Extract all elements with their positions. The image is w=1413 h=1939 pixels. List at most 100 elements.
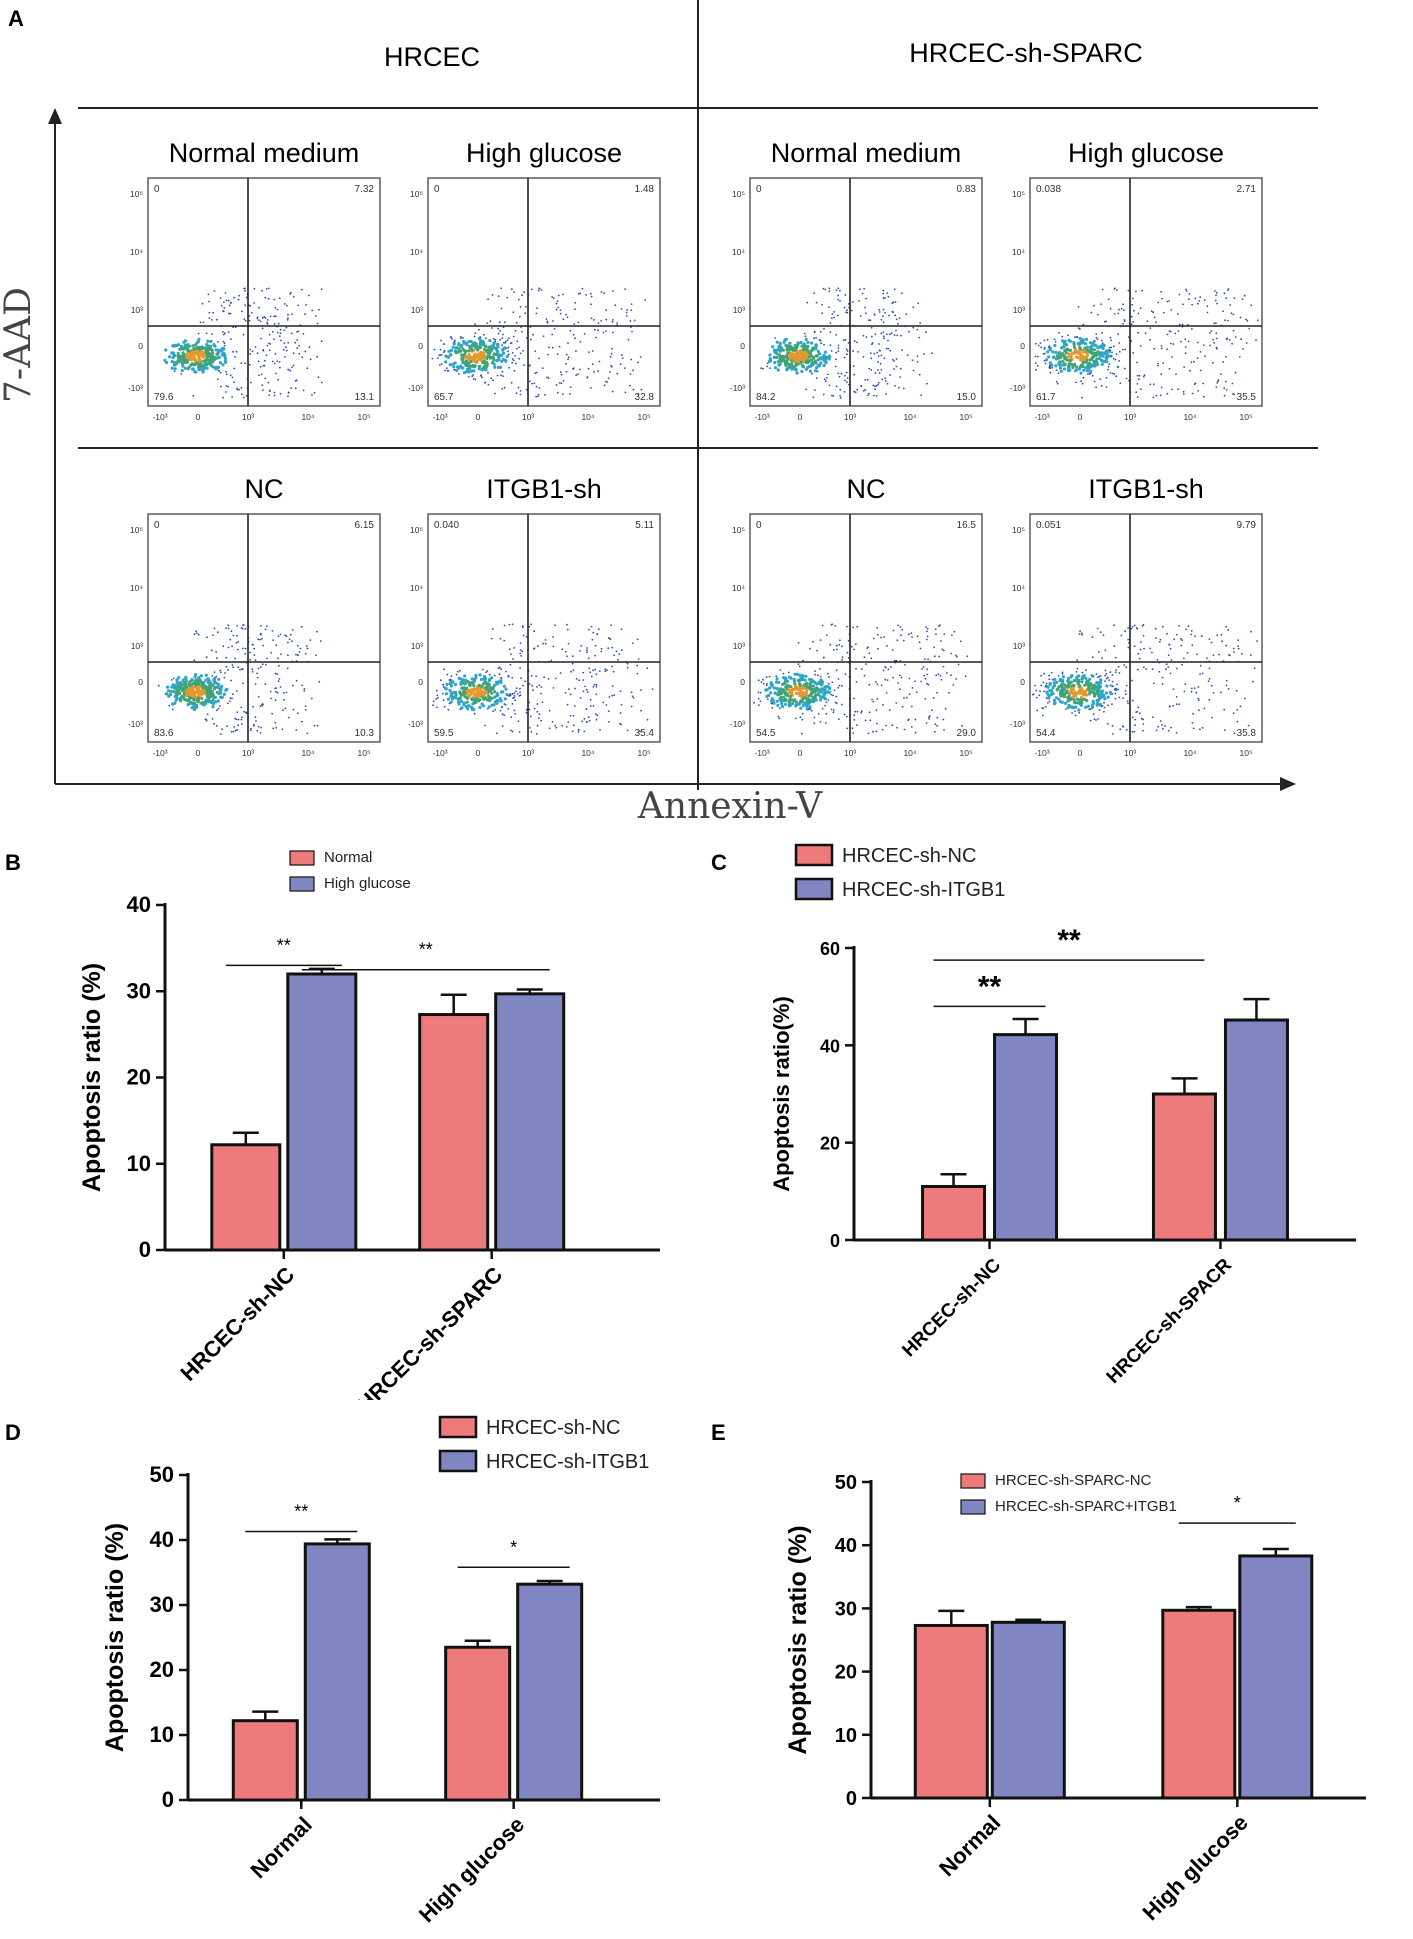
event-dot <box>244 652 247 655</box>
event-dot <box>837 294 840 297</box>
event-dot <box>871 342 874 344</box>
event-dot <box>874 333 877 336</box>
event-dot <box>306 732 309 735</box>
event-dot <box>1237 639 1240 641</box>
event-dot <box>895 329 897 332</box>
event-dot <box>273 394 276 397</box>
event-dot <box>313 724 316 727</box>
event-dot <box>813 722 816 725</box>
event-dot <box>931 352 933 354</box>
event-dot <box>1149 647 1152 650</box>
event-dot <box>222 396 225 399</box>
event-dot <box>835 358 837 361</box>
event-dot <box>1213 341 1216 344</box>
event-dot <box>1161 625 1164 628</box>
event-dot <box>815 337 817 339</box>
event-dot <box>821 624 824 627</box>
event-dot <box>887 668 890 671</box>
event-dot <box>876 351 879 354</box>
event-dot <box>230 630 233 633</box>
event-dot <box>478 698 482 702</box>
event-dot <box>1094 353 1098 357</box>
event-dot <box>910 632 913 635</box>
event-dot <box>1157 362 1159 365</box>
event-dot <box>1072 683 1076 688</box>
event-dot <box>259 666 262 668</box>
event-dot <box>304 313 306 316</box>
event-dot <box>757 679 760 682</box>
event-dot <box>478 352 482 356</box>
event-dot <box>1062 367 1066 371</box>
event-dot <box>191 691 195 695</box>
event-dot <box>443 343 446 345</box>
event-dot <box>232 666 235 669</box>
event-dot <box>498 673 501 676</box>
event-dot <box>275 726 278 729</box>
event-dot <box>886 292 889 295</box>
event-dot <box>1192 360 1195 363</box>
event-dot <box>1142 723 1145 725</box>
event-dot <box>1136 374 1139 377</box>
event-dot <box>201 355 205 359</box>
event-dot <box>240 362 243 365</box>
event-dot <box>287 342 290 344</box>
x-category-label: Normal <box>934 1810 1005 1881</box>
event-dot <box>782 340 786 344</box>
event-dot <box>211 705 215 709</box>
event-dot <box>604 668 607 671</box>
event-dot <box>809 681 813 685</box>
event-dot <box>530 674 533 677</box>
event-dot <box>964 675 967 678</box>
event-dot <box>1066 680 1070 684</box>
event-dot <box>893 360 895 362</box>
event-dot <box>774 337 777 339</box>
y-tick-label: 40 <box>150 1527 174 1552</box>
event-dot <box>1034 355 1037 358</box>
event-dot <box>469 360 473 364</box>
event-dot <box>626 662 629 665</box>
event-dot <box>1093 304 1095 307</box>
event-dot <box>1049 689 1054 693</box>
event-dot <box>264 628 267 631</box>
event-dot <box>794 703 798 707</box>
event-dot <box>504 340 507 343</box>
event-dot <box>487 383 490 386</box>
event-dot <box>291 313 293 316</box>
event-dot <box>1091 701 1095 706</box>
event-dot <box>888 314 890 317</box>
event-dot <box>1160 290 1162 293</box>
event-dot <box>860 710 863 713</box>
event-dot <box>915 691 918 693</box>
event-dot <box>908 693 911 695</box>
event-dot <box>521 330 523 333</box>
event-dot <box>887 339 889 342</box>
event-dot <box>205 343 209 347</box>
event-dot <box>814 686 819 690</box>
x-tick-label: -10³ <box>1034 412 1049 422</box>
event-dot <box>837 686 840 689</box>
event-dot <box>245 296 248 299</box>
event-dot <box>260 373 263 376</box>
event-dot <box>553 328 556 330</box>
event-dot <box>273 362 276 365</box>
event-dot <box>490 703 494 707</box>
event-dot <box>600 291 603 293</box>
event-dot <box>1172 688 1175 690</box>
event-dot <box>241 668 243 670</box>
event-dot <box>813 337 815 340</box>
event-dot <box>511 692 514 695</box>
event-dot <box>1061 335 1064 338</box>
event-dot <box>223 356 227 360</box>
event-dot <box>187 686 191 691</box>
event-dot <box>535 312 538 315</box>
event-dot <box>308 346 311 349</box>
event-dot <box>1132 321 1134 323</box>
event-dot <box>1072 345 1077 349</box>
event-dot <box>256 729 259 732</box>
event-dot <box>776 693 780 697</box>
y-axis-label: 7-AAD <box>0 287 39 403</box>
x-tick-label: 10⁵ <box>638 412 651 422</box>
x-tick-label: -10³ <box>432 748 447 758</box>
event-dot <box>567 356 570 359</box>
event-dot <box>828 676 830 678</box>
